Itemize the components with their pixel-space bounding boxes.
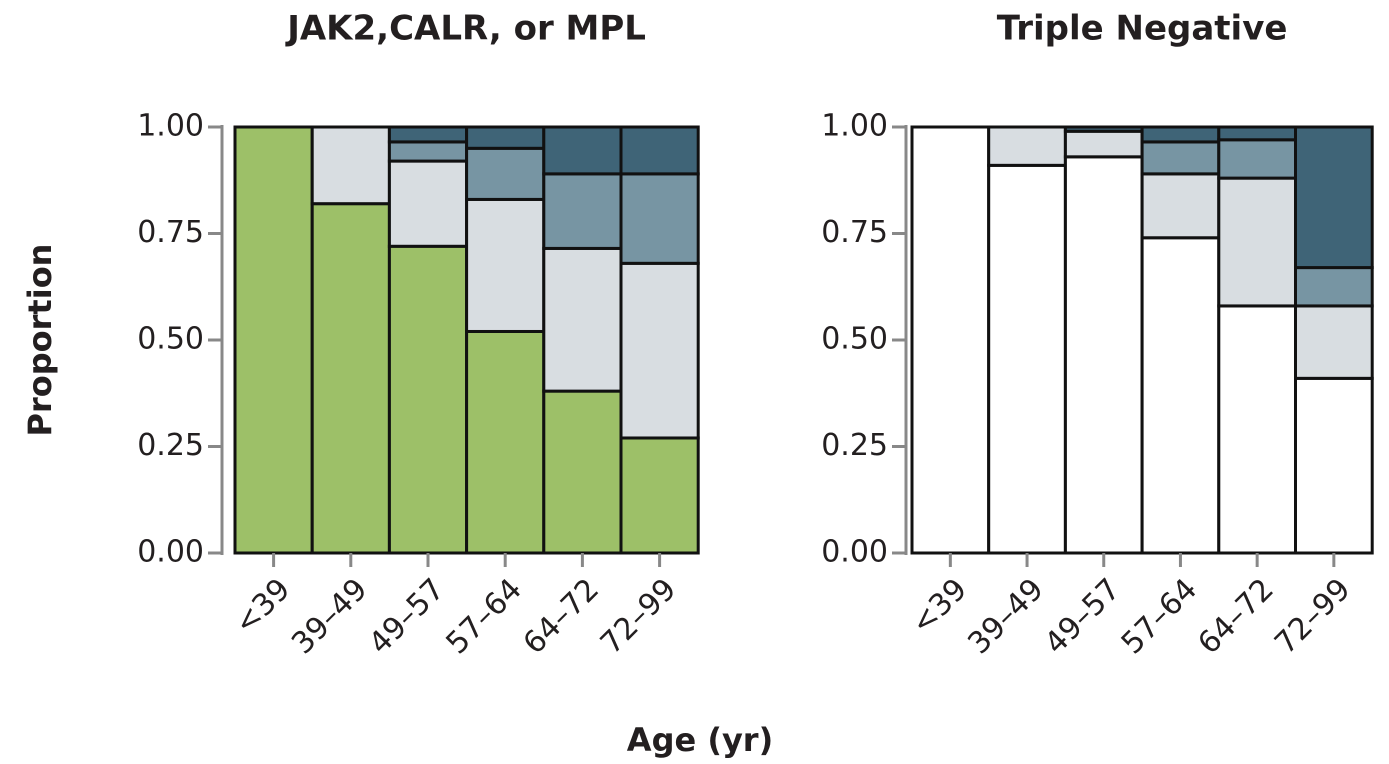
y-axis-label: Proportion xyxy=(21,244,59,437)
bar-segment xyxy=(387,159,469,248)
bar-segment xyxy=(1063,129,1144,159)
x-axis-label: Age (yr) xyxy=(627,721,773,759)
bar-segment xyxy=(1294,266,1374,308)
x-tick-label: <39 xyxy=(228,572,298,642)
y-tick-label: 0.75 xyxy=(137,215,204,250)
bar-segment xyxy=(1217,138,1298,180)
bar-segment xyxy=(310,202,391,555)
bar-segment xyxy=(542,125,623,176)
y-tick-label: 1.00 xyxy=(821,109,888,144)
bar-segment xyxy=(619,261,700,440)
y-tick-label: 0.25 xyxy=(137,428,204,463)
bar-segment xyxy=(910,125,991,555)
bar-segment xyxy=(1294,376,1374,555)
bar-segment xyxy=(1140,172,1221,240)
x-tick-label: 49–57 xyxy=(1038,572,1127,661)
bar-segment xyxy=(1140,140,1221,176)
x-tick-label: 64–72 xyxy=(1191,572,1280,661)
bar-segment xyxy=(465,125,546,150)
bar-segment xyxy=(1217,125,1298,142)
chart-title: Triple Negative xyxy=(997,9,1288,49)
x-tick-label: 39–49 xyxy=(961,572,1050,661)
bar-segment xyxy=(1140,236,1221,555)
x-tick-label: 39–49 xyxy=(285,572,374,661)
x-tick-label: 72–99 xyxy=(1268,572,1357,661)
bar-segment xyxy=(987,163,1067,555)
x-tick-label: 57–64 xyxy=(1115,572,1204,661)
bar-segment xyxy=(387,125,469,144)
y-tick-label: 0.00 xyxy=(821,535,888,570)
bar-segment xyxy=(1294,304,1374,380)
bar-segment xyxy=(387,244,469,555)
bar-segment xyxy=(1217,304,1298,555)
x-tick-label: <39 xyxy=(904,572,974,642)
bar-segment xyxy=(619,436,700,555)
y-tick-label: 0.50 xyxy=(137,322,204,357)
y-tick-label: 0.75 xyxy=(821,215,888,250)
chart-title: JAK2,CALR, or MPL xyxy=(285,9,646,49)
bar-segment xyxy=(987,125,1067,167)
y-tick-label: 0.00 xyxy=(137,535,204,570)
x-tick-label: 64–72 xyxy=(517,572,606,661)
bar-segment xyxy=(619,172,700,265)
bar-segment xyxy=(387,140,469,163)
bar-segment xyxy=(1063,155,1144,555)
bar-segment xyxy=(1063,125,1144,133)
bar-segment xyxy=(1217,176,1298,308)
y-tick-label: 0.25 xyxy=(821,428,888,463)
bar-segment xyxy=(1294,125,1374,270)
bar-segment xyxy=(465,197,546,333)
bar-segment xyxy=(233,125,314,555)
x-tick-label: 57–64 xyxy=(440,572,529,661)
x-tick-label: 49–57 xyxy=(362,572,451,661)
y-tick-label: 0.50 xyxy=(821,322,888,357)
x-tick-label: 72–99 xyxy=(594,572,683,661)
bar-segment xyxy=(310,125,391,206)
bar-segment xyxy=(465,146,546,201)
bar-segment xyxy=(465,329,546,555)
bar-segment xyxy=(542,389,623,555)
y-tick-label: 1.00 xyxy=(137,109,204,144)
bar-segment xyxy=(542,172,623,250)
bar-segment xyxy=(542,246,623,393)
bar-segment xyxy=(1140,125,1221,144)
bar-segment xyxy=(619,125,700,176)
